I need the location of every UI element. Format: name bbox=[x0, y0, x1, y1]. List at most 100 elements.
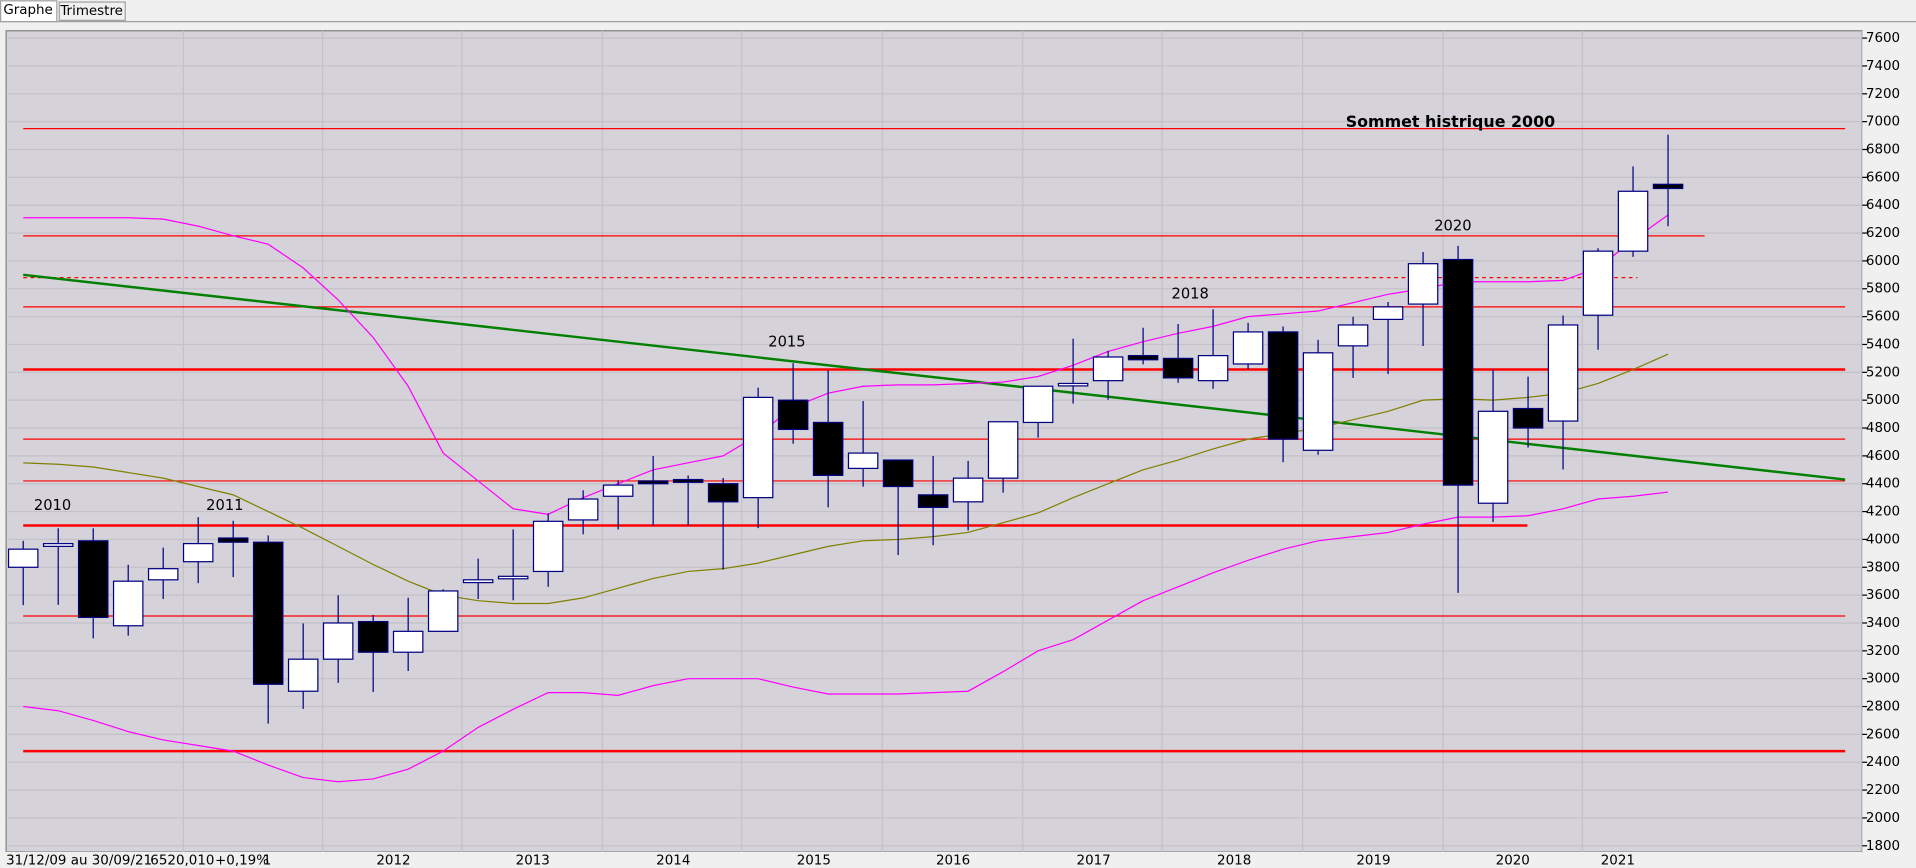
y-tick-label: 7600 bbox=[1866, 31, 1900, 46]
candle-body bbox=[1512, 407, 1544, 429]
annotation: 2010 bbox=[34, 497, 71, 514]
candle-body bbox=[917, 494, 949, 509]
candle-body bbox=[322, 622, 354, 660]
y-tick-label: 3800 bbox=[1866, 560, 1900, 575]
indicator-line bbox=[23, 353, 1669, 605]
y-tick-label: 5400 bbox=[1866, 337, 1900, 352]
y-tick-label: 4600 bbox=[1866, 449, 1900, 464]
candle-body bbox=[567, 498, 599, 521]
indicator-line bbox=[23, 214, 1669, 515]
y-tick-label: 2000 bbox=[1866, 811, 1900, 826]
x-axis bbox=[0, 851, 1863, 868]
annotation: 2011 bbox=[206, 497, 243, 514]
y-tick-label: 5800 bbox=[1866, 282, 1900, 297]
y-tick-label: 7400 bbox=[1866, 59, 1900, 74]
candle-body bbox=[882, 459, 914, 488]
y-tick-label: 2200 bbox=[1866, 783, 1900, 798]
candle-body bbox=[602, 484, 634, 497]
status-close: 6520,010 bbox=[150, 853, 214, 868]
candle-body bbox=[1232, 331, 1264, 365]
candle-body bbox=[637, 480, 669, 485]
status-change: +0,19% bbox=[215, 853, 269, 868]
annotation: 2020 bbox=[1434, 217, 1471, 234]
y-tick-label: 7200 bbox=[1866, 87, 1900, 102]
y-tick-label: 5000 bbox=[1866, 393, 1900, 408]
x-tick-label: 2015 bbox=[797, 853, 831, 868]
candle-body bbox=[847, 452, 879, 470]
candle-body bbox=[287, 658, 319, 692]
candle-body bbox=[147, 568, 179, 581]
candle-body bbox=[1057, 382, 1089, 387]
candle-body bbox=[1617, 190, 1649, 252]
x-tick-label: 2019 bbox=[1356, 853, 1390, 868]
x-tick-label: 2012 bbox=[376, 853, 410, 868]
y-tick-label: 2600 bbox=[1866, 727, 1900, 742]
y-tick-label: 6400 bbox=[1866, 198, 1900, 213]
y-tick-label: 4400 bbox=[1866, 477, 1900, 492]
trend-line bbox=[23, 273, 1846, 481]
annotation-title: Sommet histrique 2000 bbox=[1346, 112, 1556, 131]
candle-body bbox=[1302, 352, 1334, 451]
candle-body bbox=[1547, 324, 1579, 422]
y-axis bbox=[1862, 30, 1916, 852]
x-tick-label: 2018 bbox=[1217, 853, 1251, 868]
chart: 1800 2000 2200 2400 2600 2800 3000 3200 3400 3600… bbox=[0, 30, 1916, 868]
y-tick-label: 3000 bbox=[1866, 672, 1900, 687]
candle-body bbox=[987, 421, 1019, 479]
y-tick-label: 6200 bbox=[1866, 226, 1900, 241]
y-tick-label: 4800 bbox=[1866, 421, 1900, 436]
x-tick-label: 2017 bbox=[1077, 853, 1111, 868]
candle-body bbox=[1337, 324, 1369, 347]
candle-body bbox=[812, 421, 844, 476]
candle-body bbox=[497, 575, 529, 580]
candle-body bbox=[742, 396, 774, 499]
candle-body bbox=[1197, 354, 1229, 382]
y-tick-label: 1800 bbox=[1866, 839, 1900, 854]
annotation: 2018 bbox=[1172, 286, 1209, 303]
candle-body bbox=[7, 548, 39, 568]
candle-body bbox=[1372, 306, 1404, 321]
candle-body bbox=[1477, 410, 1509, 504]
candle-body bbox=[462, 579, 494, 584]
candle-body bbox=[777, 399, 809, 431]
y-tick-label: 7000 bbox=[1866, 115, 1900, 130]
y-tick-label: 2400 bbox=[1866, 755, 1900, 770]
x-tick-label: 2020 bbox=[1496, 853, 1530, 868]
status-range: 31/12/09 au 30/09/21 bbox=[6, 853, 152, 868]
y-tick-label: 3400 bbox=[1866, 616, 1900, 631]
candle-body bbox=[112, 580, 144, 627]
candle-body bbox=[1267, 331, 1299, 440]
y-tick-label: 6600 bbox=[1866, 170, 1900, 185]
tab[interactable] bbox=[58, 1, 126, 21]
tab[interactable] bbox=[0, 0, 58, 23]
candle-body bbox=[532, 520, 564, 573]
y-tick-label: 2800 bbox=[1866, 700, 1900, 715]
candle-body bbox=[217, 537, 249, 543]
candle-body bbox=[1127, 354, 1159, 361]
candle-body bbox=[427, 590, 459, 632]
annotation: 2015 bbox=[768, 333, 805, 350]
candle-body bbox=[707, 483, 739, 503]
y-tick-label: 3600 bbox=[1866, 588, 1900, 603]
candle-body bbox=[1652, 183, 1684, 190]
candle-body bbox=[182, 542, 214, 563]
y-tick-label: 5200 bbox=[1866, 365, 1900, 380]
x-tick-label: 2013 bbox=[516, 853, 550, 868]
candle-body bbox=[77, 540, 109, 619]
tab-label[interactable]: Trimestre bbox=[59, 4, 123, 19]
candle-body bbox=[1582, 250, 1614, 316]
candle-body bbox=[1162, 357, 1194, 379]
candle-body bbox=[952, 477, 984, 503]
candle-body bbox=[1442, 258, 1474, 486]
y-tick-label: 6000 bbox=[1866, 254, 1900, 269]
candle-body bbox=[672, 478, 704, 483]
indicator-line bbox=[23, 491, 1669, 783]
candle-body bbox=[392, 630, 424, 653]
tab-label[interactable]: Graphe bbox=[3, 3, 53, 18]
y-tick-label: 6800 bbox=[1866, 142, 1900, 157]
y-tick-label: 4000 bbox=[1866, 532, 1900, 547]
candle-body bbox=[42, 542, 74, 547]
candle-body bbox=[1022, 385, 1054, 424]
